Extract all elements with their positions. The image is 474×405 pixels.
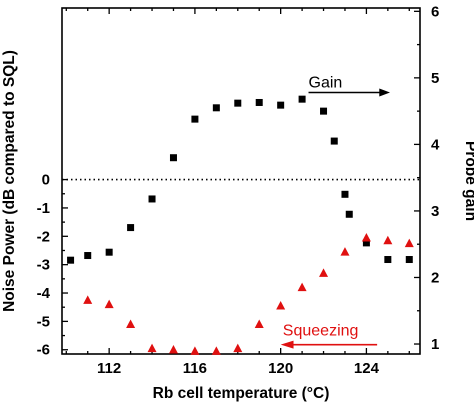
squeezing-annotation-label: Squeezing	[283, 323, 359, 340]
x-tick-label: 124	[354, 360, 380, 377]
y-left-tick-label: -2	[37, 228, 50, 245]
squeezing-data-point	[190, 346, 200, 355]
gain-data-point	[362, 239, 370, 247]
squeezing-data-point	[104, 299, 114, 309]
gain-data-point	[384, 256, 392, 264]
y-left-axis-title: Noise Power (dB compared to SQL)	[1, 50, 18, 312]
x-axis-title: Rb cell temperature (°C)	[153, 385, 330, 402]
y-left-tick-label: -4	[37, 285, 51, 302]
y-right-tick-label: 6	[431, 3, 439, 20]
y-left-tick-label: -3	[37, 257, 50, 274]
squeezing-data-point	[211, 346, 221, 355]
x-tick-label: 116	[183, 360, 207, 377]
squeezing-data-point	[297, 282, 307, 292]
squeezing-data-point	[404, 238, 414, 248]
plot-frame	[61, 7, 421, 355]
gain-data-point	[255, 98, 263, 106]
squeezing-data-point	[83, 295, 93, 304]
x-tick-label: 112	[97, 360, 121, 377]
y-right-tick-label: 5	[431, 70, 439, 87]
gain-data-point	[341, 190, 349, 198]
gain-data-point	[345, 210, 353, 218]
gain-data-point	[212, 104, 220, 112]
squeezing-data-point	[147, 343, 157, 353]
gain-data-point	[84, 252, 92, 260]
gain-data-point	[277, 101, 285, 109]
y-right-tick-label: 1	[431, 336, 439, 353]
gain-data-point	[298, 95, 306, 103]
y-right-tick-label: 4	[431, 136, 440, 153]
gain-data-point	[67, 256, 75, 264]
squeezing-data-point	[126, 319, 136, 328]
gain-annotation-label: Gain	[309, 75, 343, 92]
gain-data-point	[169, 154, 177, 162]
squeezing-data-point	[254, 319, 264, 328]
gain-data-point	[127, 224, 135, 232]
y-right-tick-label: 2	[431, 269, 439, 286]
squeezing-data-point	[319, 268, 329, 277]
y-left-tick-label: -5	[37, 313, 50, 330]
gain-data-point	[148, 195, 156, 203]
y-right-axis-title: Probe gain	[462, 141, 474, 221]
y-right-tick-label: 3	[431, 203, 439, 220]
y-left-tick-label: 0	[42, 172, 50, 189]
squeezing-data-point	[276, 301, 286, 310]
gain-data-point	[105, 248, 113, 256]
squeezing-annotation-arrowhead	[280, 340, 294, 349]
squeezing-data-point	[361, 232, 371, 242]
gain-data-point	[320, 107, 328, 115]
squeezing-data-point	[383, 235, 393, 245]
squeezing-data-point	[340, 247, 350, 256]
gain-data-point	[330, 137, 338, 145]
gain-data-point	[405, 256, 413, 264]
squeezing-data-point	[168, 344, 178, 354]
squeezing-data-point	[233, 343, 243, 353]
gain-data-point	[234, 99, 242, 107]
y-left-tick-label: -1	[37, 200, 50, 217]
gain-data-point	[191, 115, 199, 123]
x-tick-label: 120	[268, 360, 293, 377]
y-left-tick-label: -6	[37, 342, 50, 359]
gain-annotation-arrowhead	[379, 88, 390, 97]
